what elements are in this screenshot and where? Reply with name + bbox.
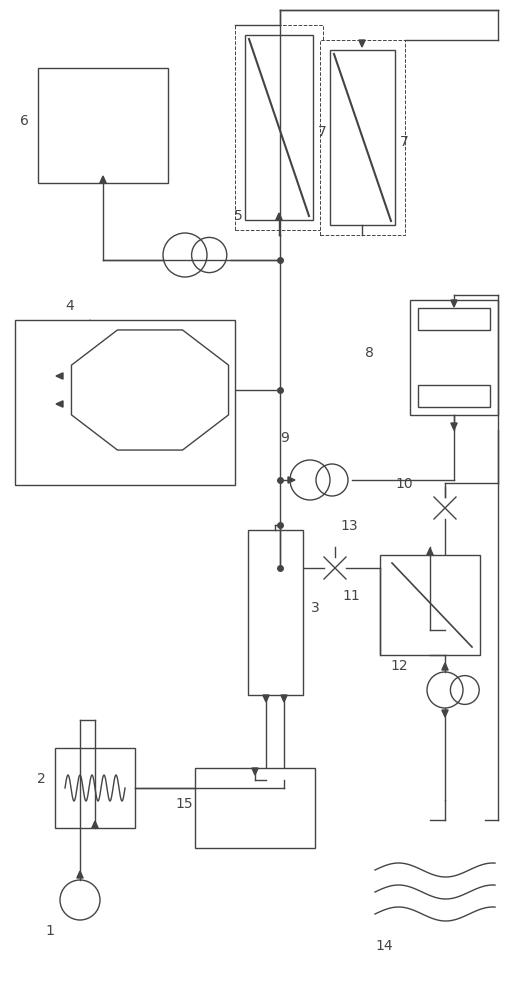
Bar (418, 308, 490, 330)
Polygon shape (451, 300, 457, 307)
Text: 1: 1 (45, 924, 54, 938)
Polygon shape (252, 768, 258, 775)
Text: 10: 10 (395, 477, 413, 491)
Bar (418, 385, 490, 407)
Text: 7: 7 (318, 124, 327, 138)
Polygon shape (100, 176, 106, 183)
Polygon shape (451, 423, 457, 430)
Bar (380, 555, 480, 655)
Text: 4: 4 (65, 299, 74, 313)
Polygon shape (77, 871, 83, 878)
Polygon shape (92, 821, 98, 828)
Polygon shape (442, 710, 448, 717)
Polygon shape (56, 373, 63, 379)
Text: 5: 5 (234, 209, 243, 223)
Bar (410, 300, 498, 415)
Bar (320, 40, 405, 235)
Bar (55, 748, 135, 828)
Polygon shape (427, 548, 433, 555)
Text: 7: 7 (400, 134, 409, 148)
Polygon shape (288, 477, 295, 483)
Text: 14: 14 (375, 939, 393, 953)
Bar (330, 50, 395, 225)
Bar (235, 25, 323, 230)
Bar (15, 320, 235, 485)
Text: 8: 8 (365, 346, 374, 360)
Text: 13: 13 (340, 519, 357, 533)
Polygon shape (281, 695, 287, 702)
Bar (38, 68, 168, 183)
Polygon shape (56, 401, 63, 407)
Bar (245, 35, 313, 220)
Bar (195, 768, 315, 848)
Polygon shape (263, 695, 269, 702)
Polygon shape (442, 663, 448, 670)
Text: 2: 2 (37, 772, 46, 786)
Text: 15: 15 (175, 797, 193, 811)
Text: 9: 9 (280, 431, 289, 445)
Bar (83, 343, 212, 437)
Polygon shape (276, 213, 282, 220)
Text: 3: 3 (311, 601, 320, 615)
Text: 6: 6 (20, 114, 29, 128)
Bar (248, 530, 303, 695)
Text: 12: 12 (390, 659, 408, 673)
Text: 11: 11 (342, 589, 360, 603)
Polygon shape (359, 40, 365, 47)
